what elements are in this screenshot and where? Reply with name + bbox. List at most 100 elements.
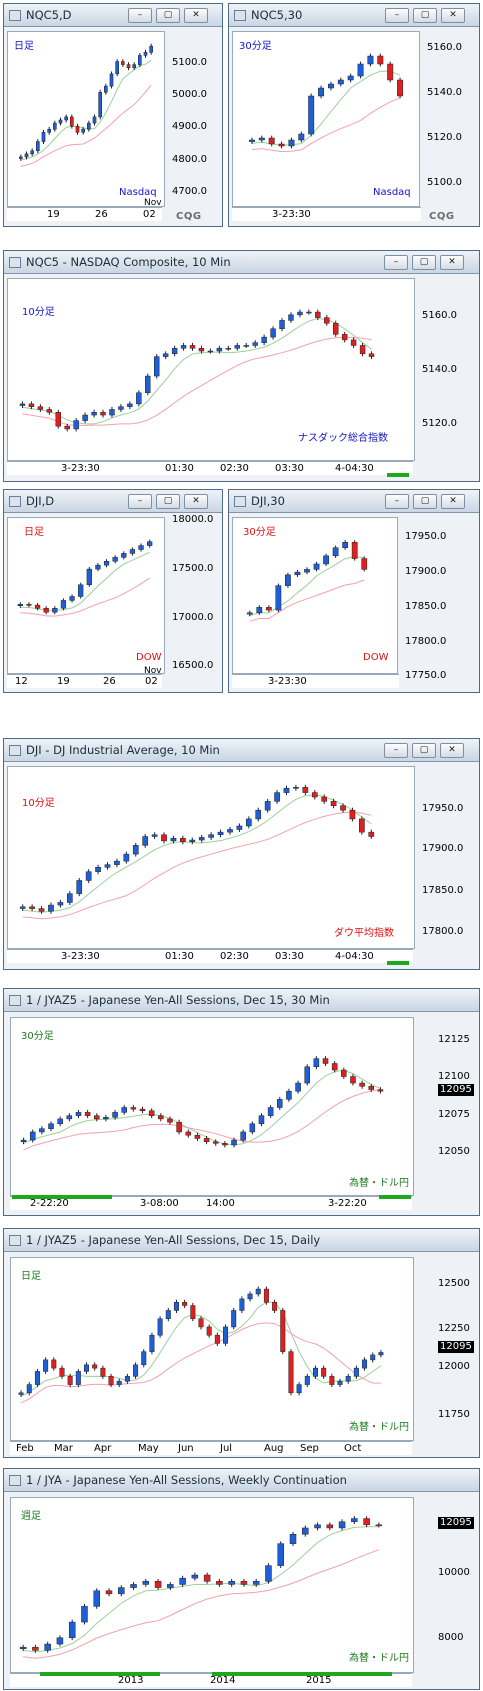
- y-tick: 12000: [438, 1361, 470, 1372]
- candle-body: [359, 345, 366, 355]
- candle-body: [133, 1364, 139, 1377]
- restore-button[interactable]: ▢: [412, 255, 436, 270]
- candle-body: [109, 73, 114, 87]
- chart-pane[interactable]: 30分足 Nasdaq: [232, 31, 420, 207]
- candle-body: [154, 1581, 162, 1588]
- x-axis: 3-23:30 01:30 02:30 03:30 4-04:30: [7, 949, 413, 963]
- close-button[interactable]: ✕: [184, 8, 208, 23]
- candle-body: [315, 311, 321, 318]
- candle-body: [148, 1110, 155, 1116]
- timeframe-label: 日足: [24, 527, 44, 538]
- candle-body: [109, 409, 115, 416]
- candle-body: [18, 1392, 24, 1395]
- candle-body: [84, 1364, 90, 1372]
- candle-body: [304, 1376, 310, 1385]
- window-titlebar[interactable]: DJI,D – ▢ ✕: [4, 490, 222, 513]
- window-titlebar[interactable]: 1 / JYA - Japanese Yen-All Sessions, Wee…: [4, 1469, 479, 1492]
- chart-pane[interactable]: 日足 為替・ドル円: [10, 1257, 414, 1441]
- x-tick: 3-23:30: [268, 676, 307, 687]
- session-indicator: [379, 1195, 411, 1199]
- minimize-button[interactable]: –: [128, 494, 152, 509]
- candle-body: [377, 55, 384, 65]
- x-tick: Aug: [264, 1443, 284, 1454]
- candle-body: [345, 1376, 351, 1382]
- restore-button[interactable]: ▢: [156, 8, 180, 23]
- window-title: 1 / JYA - Japanese Yen-All Sessions, Wee…: [26, 1473, 347, 1487]
- restore-button[interactable]: ▢: [156, 494, 180, 509]
- chart-pane[interactable]: 30分足 為替・ドル円: [10, 1017, 414, 1196]
- candle-body: [81, 1606, 88, 1623]
- window-titlebar[interactable]: NQC5 - NASDAQ Composite, 10 Min – ▢ ✕: [4, 251, 479, 274]
- window-titlebar[interactable]: 1 / JYAZ5 - Japanese Yen-All Sessions, D…: [4, 989, 479, 1012]
- moving-average-line: [249, 555, 365, 617]
- candle-body: [112, 557, 118, 562]
- candle-body: [75, 125, 80, 133]
- candle-body: [314, 1524, 321, 1529]
- minimize-button[interactable]: –: [384, 255, 408, 270]
- candle-body: [41, 132, 46, 142]
- candle-body: [217, 831, 224, 836]
- chart-pane[interactable]: 10分足 ダウ平均指数: [7, 766, 415, 949]
- x-tick: Sep: [300, 1443, 319, 1454]
- x-tick: 4-04:30: [335, 463, 374, 474]
- x-tick: 4-04:30: [335, 951, 374, 962]
- candle-body: [143, 52, 148, 56]
- minimize-button[interactable]: –: [384, 743, 408, 758]
- session-indicator: [387, 473, 409, 477]
- candle-body: [240, 1581, 248, 1585]
- window-titlebar[interactable]: 1 / JYAZ5 - Japanese Yen-All Sessions, D…: [4, 1229, 479, 1252]
- candle-body: [329, 1376, 335, 1385]
- candle-body: [370, 1354, 376, 1361]
- close-button[interactable]: ✕: [440, 255, 464, 270]
- candle-body: [38, 908, 45, 912]
- candle-body: [112, 1112, 118, 1118]
- window-titlebar[interactable]: NQC5,30 – ▢ ✕: [229, 4, 479, 27]
- y-tick: 17950.0: [422, 803, 464, 814]
- y-tick: 12125: [438, 1034, 470, 1045]
- candle-body: [95, 564, 101, 570]
- candle-body: [138, 545, 144, 550]
- close-button[interactable]: ✕: [184, 494, 208, 509]
- chart-pane[interactable]: 週足 為替・ドル円: [10, 1497, 414, 1673]
- moving-average-line: [20, 1301, 382, 1397]
- window-titlebar[interactable]: DJI,30 – ▢ ✕: [229, 490, 479, 513]
- candle-body: [312, 1367, 318, 1377]
- candle-body: [176, 1121, 182, 1133]
- x-tick: May: [138, 1443, 159, 1454]
- chart-pane[interactable]: 日足 Nasdaq: [7, 31, 165, 207]
- candle-body: [326, 1524, 334, 1529]
- session-indicator: [212, 1672, 392, 1676]
- restore-button[interactable]: ▢: [412, 743, 436, 758]
- window-titlebar[interactable]: DJI - DJ Industrial Average, 10 Min – ▢ …: [4, 739, 479, 762]
- chart-pane[interactable]: 30分足 DOW: [232, 517, 398, 674]
- close-button[interactable]: ✕: [441, 8, 465, 23]
- minimize-button[interactable]: –: [385, 8, 409, 23]
- candle-body: [19, 156, 23, 159]
- x-tick: 3-22:20: [328, 1198, 367, 1209]
- candle-body: [337, 1381, 343, 1385]
- restore-button[interactable]: ▢: [413, 8, 437, 23]
- y-tick: 17900.0: [405, 566, 447, 577]
- y-tick: 12050: [438, 1146, 470, 1157]
- window-titlebar[interactable]: NQC5,D – ▢ ✕: [4, 4, 222, 27]
- close-button[interactable]: ✕: [440, 743, 464, 758]
- candle-body: [189, 345, 196, 349]
- candle-body: [275, 585, 282, 611]
- candlestick-chart: [246, 540, 368, 622]
- x-tick: 01:30: [165, 951, 194, 962]
- candle-body: [351, 542, 358, 559]
- candle-body: [29, 906, 35, 909]
- candle-body: [194, 1134, 201, 1139]
- candle-body: [313, 1058, 320, 1067]
- minimize-button[interactable]: –: [128, 8, 152, 23]
- candlestick-chart: [20, 1056, 384, 1151]
- minimize-button[interactable]: –: [385, 494, 409, 509]
- close-button[interactable]: ✕: [441, 494, 465, 509]
- candle-body: [368, 831, 375, 837]
- instrument-note: Nasdaq: [373, 187, 411, 198]
- chart-pane[interactable]: 日足 DOW: [7, 517, 165, 674]
- chart-pane[interactable]: 10分足 ナスダック総合指数: [7, 278, 415, 461]
- restore-button[interactable]: ▢: [413, 494, 437, 509]
- candle-body: [338, 1521, 346, 1529]
- candle-body: [53, 122, 57, 130]
